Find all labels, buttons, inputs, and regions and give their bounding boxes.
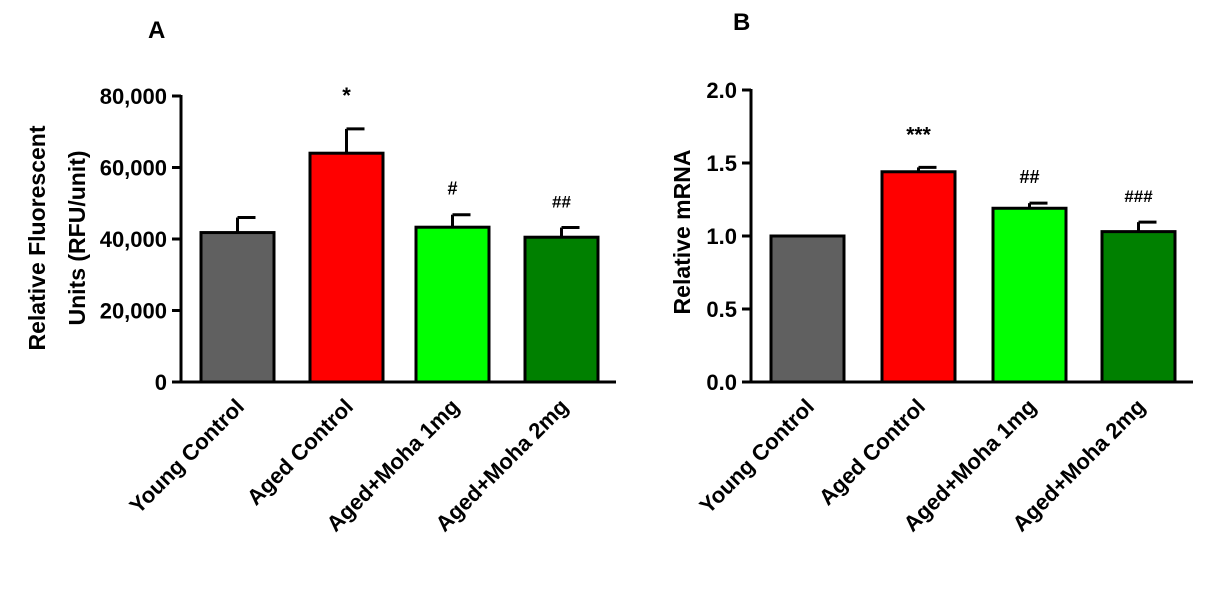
y-tick-label: 80,000 [100, 84, 167, 109]
significance-marker: ## [552, 193, 571, 212]
panel-b-label: B [733, 9, 750, 36]
bar-a-1 [199, 231, 276, 384]
y-tick-label: 1.5 [706, 151, 737, 176]
y-tick-label: 2.0 [706, 78, 737, 103]
significance-marker: ## [1019, 167, 1039, 187]
bar-b-1 [769, 234, 846, 384]
bar-a-3 [414, 225, 491, 384]
bar-a-4 [523, 235, 600, 384]
y-tick-label: 0 [155, 370, 167, 395]
y-tick-label: 40,000 [100, 227, 167, 252]
bar-a-2 [308, 151, 385, 384]
significance-marker: ### [1124, 187, 1153, 206]
significance-marker: # [447, 179, 457, 199]
bar-b-4 [1100, 230, 1177, 384]
y-axis-title-a: Relative Fluorescent [24, 125, 50, 350]
x-category-label: Aged Control [814, 394, 930, 510]
panel-a-label: A [148, 17, 165, 44]
significance-marker: * [342, 83, 351, 108]
y-tick-label: 0.5 [706, 297, 737, 322]
bar-b-3 [991, 206, 1068, 384]
panel-b-chart: B 0.0 0.5 1.0 1.5 2.0 Relative mRNA Young Cont… [669, 9, 1193, 536]
bar-b-2 [880, 170, 957, 384]
y-tick-label: 60,000 [100, 156, 167, 181]
y-tick-label: 0.0 [706, 370, 737, 395]
significance-marker: *** [906, 123, 931, 146]
x-category-label: Aged Control [242, 394, 358, 510]
x-category-label: Young Control [124, 394, 249, 519]
panel-a-chart: A 0 20,000 40,000 60,000 80,000 Relative Fluo… [24, 17, 616, 536]
y-axis-title-b: Relative mRNA [669, 150, 695, 315]
y-tick-label: 20,000 [100, 299, 167, 324]
x-category-label: Young Control [694, 394, 819, 519]
y-tick-label: 1.0 [706, 224, 737, 249]
y-axis-title-a: Units (RFU/unit) [64, 150, 90, 325]
